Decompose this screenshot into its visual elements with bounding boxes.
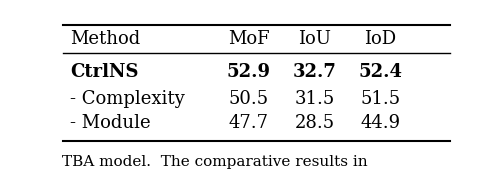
Text: 44.9: 44.9 — [360, 114, 401, 132]
Text: IoU: IoU — [298, 30, 331, 48]
Text: 50.5: 50.5 — [228, 90, 268, 108]
Text: 28.5: 28.5 — [294, 114, 335, 132]
Text: MoF: MoF — [228, 30, 270, 48]
Text: 32.7: 32.7 — [292, 63, 337, 81]
Text: - Module: - Module — [70, 114, 151, 132]
Text: 31.5: 31.5 — [294, 90, 335, 108]
Text: IoD: IoD — [364, 30, 396, 48]
Text: TBA model.  The comparative results in: TBA model. The comparative results in — [62, 155, 368, 169]
Text: 52.4: 52.4 — [358, 63, 402, 81]
Text: - Complexity: - Complexity — [70, 90, 185, 108]
Text: CtrlNS: CtrlNS — [70, 63, 139, 81]
Text: Method: Method — [70, 30, 140, 48]
Text: 51.5: 51.5 — [360, 90, 401, 108]
Text: 52.9: 52.9 — [226, 63, 270, 81]
Text: 47.7: 47.7 — [228, 114, 268, 132]
